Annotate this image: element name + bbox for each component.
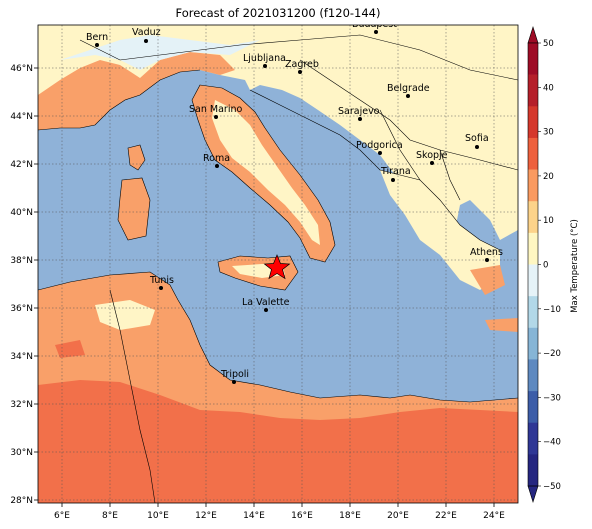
colorbar-tick-label: −40 <box>543 438 561 448</box>
lon-tick-label: 18°E <box>339 511 361 521</box>
colorbar-segment <box>528 232 538 265</box>
coastlines <box>38 34 518 503</box>
colorbar-segment <box>528 201 538 234</box>
warm-coast-north <box>38 52 235 130</box>
colorbar-tick-label: 30 <box>543 128 554 138</box>
lat-tick-label: 34°N <box>10 352 33 362</box>
colorbar-extend-min <box>527 485 539 504</box>
city-label-ljubljana: Ljubljana <box>243 53 286 64</box>
lat-tick-label: 44°N <box>10 112 33 122</box>
lat-tick-label: 38°N <box>10 256 33 266</box>
city-label-roma: Roma <box>203 153 230 164</box>
lon-tick-label: 8°E <box>102 511 118 521</box>
colorbar-segment <box>528 264 538 297</box>
city-label-san-marino: San Marino <box>189 104 242 115</box>
lon-tick-label: 6°E <box>54 511 70 521</box>
city-label-tripoli: Tripoli <box>220 369 249 380</box>
lon-tick-label: 10°E <box>147 511 169 521</box>
lat-tick-label: 32°N <box>10 400 33 410</box>
lon-tick-label: 22°E <box>435 511 457 521</box>
colorbar-tick-label: −20 <box>543 349 561 359</box>
greece-coast <box>470 265 505 295</box>
city-label-podgorica: Podgorica <box>356 140 403 151</box>
colorbar-tick-label: −50 <box>543 482 561 492</box>
colorbar-segment <box>528 169 538 202</box>
city-label-bern: Bern <box>86 32 108 43</box>
colorbar-tick-label: 50 <box>543 39 554 49</box>
map-plot-area: Bern Vaduz Budapest Ljubljana Zagreb Bel… <box>38 19 518 503</box>
colorbar-tick-label: 10 <box>543 216 554 226</box>
city-markers: Bern Vaduz Budapest Ljubljana Zagreb Bel… <box>86 19 503 384</box>
colorbar: 50 40 30 20 10 0 −10 −20 −30 −40 −50 <box>527 25 561 504</box>
map-frame <box>37 24 519 504</box>
crete <box>485 318 518 332</box>
colorbar-segment <box>528 422 538 455</box>
colorbar-segment <box>528 454 538 487</box>
lon-tick-label: 20°E <box>387 511 409 521</box>
lat-tick-label: 28°N <box>10 496 33 506</box>
city-label-tunis: Tunis <box>149 275 174 286</box>
colorbar-extend-max <box>527 25 539 44</box>
map-title: Forecast of 2021031200 (f120-144) <box>175 6 381 20</box>
colorbar-segment <box>528 137 538 170</box>
city-label-la-valette: La Valette <box>242 297 290 308</box>
city-label-zagreb: Zagreb <box>285 59 319 70</box>
city-label-skopje: Skopje <box>416 150 448 161</box>
lat-tick-label: 36°N <box>10 304 33 314</box>
colorbar-tick-label: −30 <box>543 393 561 403</box>
city-label-tirana: Tirana <box>380 166 411 177</box>
location-star-marker <box>263 254 291 280</box>
city-label-vaduz: Vaduz <box>132 27 161 38</box>
colorbar-tick-label: 0 <box>543 261 548 271</box>
graticule <box>38 25 518 503</box>
africa-hot-west <box>55 340 85 358</box>
city-label-budapest: Budapest <box>352 19 397 30</box>
latitude-labels: 46°N 44°N 42°N 40°N 38°N 36°N 34°N 32°N … <box>10 64 33 506</box>
lon-tick-label: 24°E <box>483 511 505 521</box>
lat-tick-label: 46°N <box>10 64 33 74</box>
lon-tick-label: 12°E <box>195 511 217 521</box>
colorbar-segment <box>528 359 538 392</box>
colorbar-label: Max Temperature (°C) <box>570 219 580 313</box>
colorbar-segment <box>528 43 538 75</box>
colorbar-segment <box>528 296 538 329</box>
city-label-athens: Athens <box>470 247 503 258</box>
italy-interior <box>212 100 320 245</box>
colorbar-segment <box>528 391 538 424</box>
axis-ticks <box>34 67 495 507</box>
sardinia <box>118 178 150 240</box>
colorbar-segment <box>528 327 538 360</box>
lon-tick-label: 14°E <box>243 511 265 521</box>
longitude-labels: 6°E 8°E 10°E 12°E 14°E 16°E 18°E 20°E 22… <box>54 511 505 521</box>
lat-tick-label: 40°N <box>10 208 33 218</box>
city-label-sofia: Sofia <box>465 133 489 144</box>
lon-tick-label: 16°E <box>291 511 313 521</box>
city-label-sarajevo: Sarajevo <box>338 106 380 117</box>
lat-tick-label: 30°N <box>10 448 33 458</box>
colorbar-tick-label: 20 <box>543 172 554 182</box>
lat-tick-label: 42°N <box>10 160 33 170</box>
colorbar-tick-label: −10 <box>543 305 561 315</box>
colorbar-segment <box>528 74 538 107</box>
colorbar-tick-label: 40 <box>543 83 554 93</box>
city-label-belgrade: Belgrade <box>387 83 430 94</box>
colorbar-segment <box>528 106 538 139</box>
